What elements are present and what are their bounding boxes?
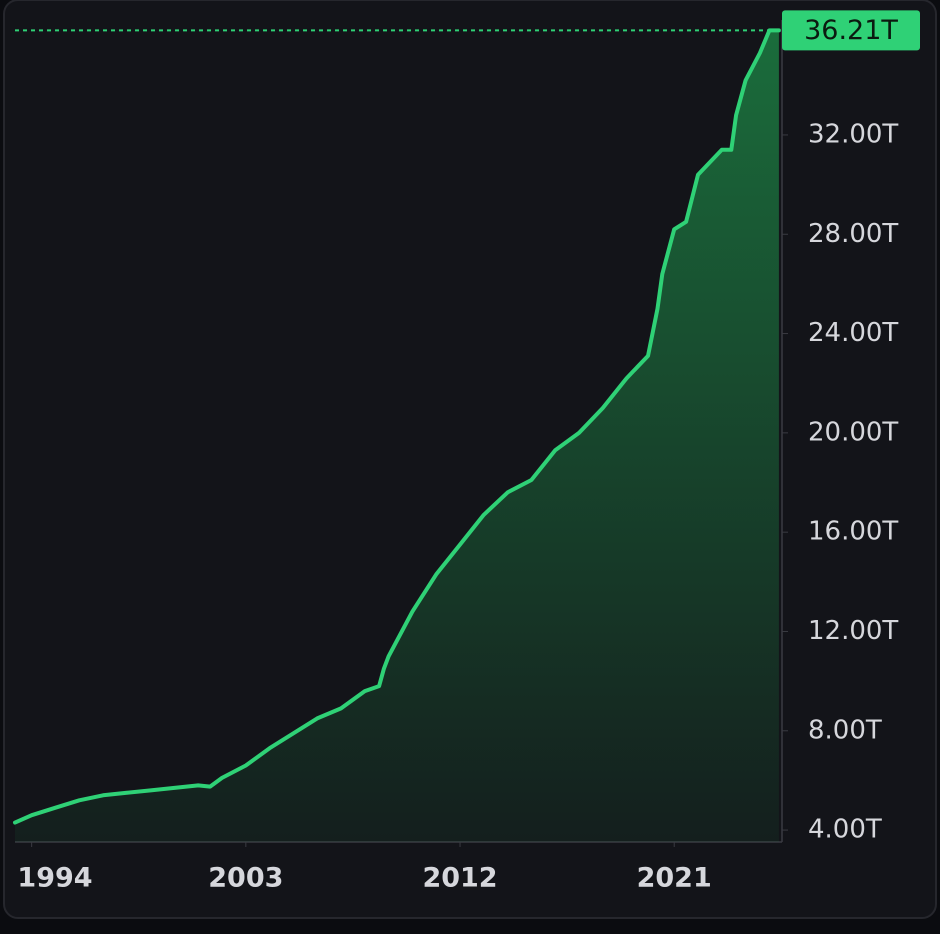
y-tick-label: 12.00T bbox=[808, 616, 898, 646]
y-tick-label: 8.00T bbox=[808, 715, 882, 745]
y-tick-label: 28.00T bbox=[808, 219, 898, 249]
line bbox=[13, 28, 781, 825]
y-tick-label: 24.00T bbox=[808, 318, 898, 348]
x-tick-label: 2003 bbox=[208, 863, 283, 894]
y-tick-label: 4.00T bbox=[808, 815, 882, 845]
y-tick-label: 16.00T bbox=[808, 517, 898, 547]
y-tick-label: 20.00T bbox=[808, 417, 898, 447]
x-tick-label: 1994 bbox=[17, 863, 92, 894]
last-value-badge bbox=[782, 10, 920, 51]
y-tick-label: 32.00T bbox=[808, 119, 898, 149]
last-value-label: 36.21T bbox=[804, 15, 898, 46]
x-tick-label: 2021 bbox=[637, 863, 712, 894]
x-tick-label: 2012 bbox=[422, 863, 497, 894]
area-fill bbox=[15, 30, 779, 842]
